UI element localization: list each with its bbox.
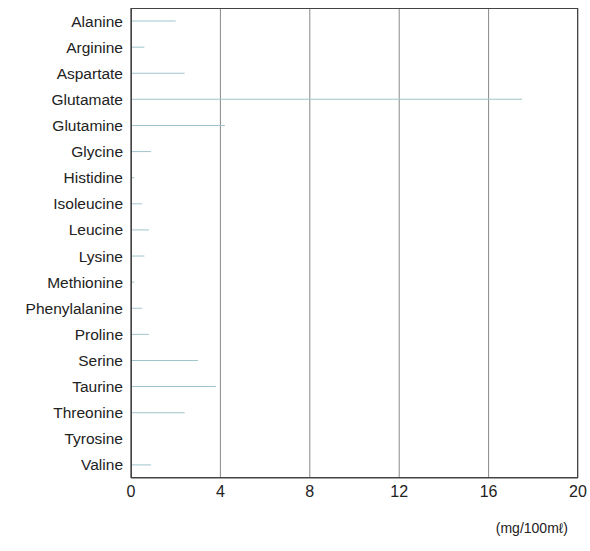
svg-text:16: 16 xyxy=(480,483,498,500)
svg-text:8: 8 xyxy=(305,483,314,500)
svg-text:Glutamate: Glutamate xyxy=(51,91,123,108)
svg-text:0: 0 xyxy=(127,483,136,500)
svg-text:Histidine: Histidine xyxy=(64,169,123,186)
svg-text:12: 12 xyxy=(390,483,408,500)
svg-text:Leucine: Leucine xyxy=(69,221,123,238)
svg-text:(mg/100mℓ): (mg/100mℓ) xyxy=(496,520,568,536)
svg-text:Lysine: Lysine xyxy=(79,248,123,265)
svg-text:Methionine: Methionine xyxy=(47,274,123,291)
svg-text:Aspartate: Aspartate xyxy=(57,65,123,82)
svg-text:20: 20 xyxy=(569,483,582,500)
svg-text:4: 4 xyxy=(216,483,225,500)
svg-text:Alanine: Alanine xyxy=(71,13,123,30)
svg-text:Glycine: Glycine xyxy=(71,143,123,160)
svg-text:Isoleucine: Isoleucine xyxy=(53,195,123,212)
svg-text:Threonine: Threonine xyxy=(53,404,123,421)
svg-text:Proline: Proline xyxy=(75,326,123,343)
svg-text:Glutamine: Glutamine xyxy=(52,117,123,134)
svg-text:Phenylalanine: Phenylalanine xyxy=(26,300,123,317)
svg-text:Tyrosine: Tyrosine xyxy=(64,430,123,447)
svg-text:Serine: Serine xyxy=(78,352,123,369)
svg-text:Taurine: Taurine xyxy=(72,378,123,395)
svg-text:Arginine: Arginine xyxy=(66,39,123,56)
svg-text:Valine: Valine xyxy=(81,456,123,473)
